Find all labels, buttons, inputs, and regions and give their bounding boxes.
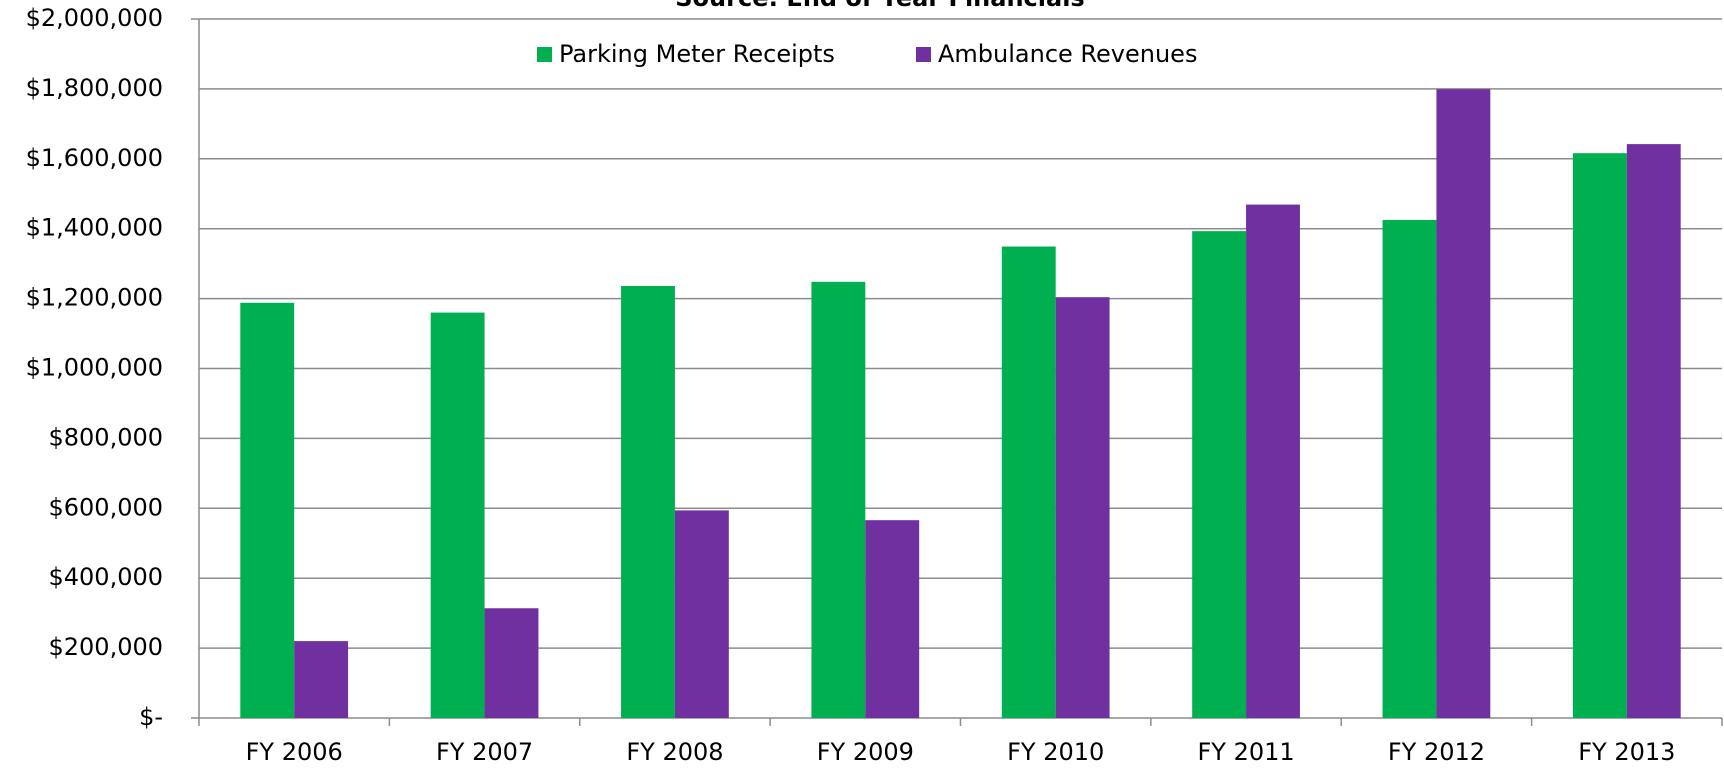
- y-tick-label: $-: [139, 703, 163, 731]
- bar: [1055, 297, 1110, 718]
- y-tick-label: $800,000: [48, 423, 163, 451]
- y-tick-label: $1,200,000: [26, 284, 163, 312]
- bar: [430, 312, 485, 718]
- y-tick-label: $1,800,000: [26, 74, 163, 102]
- legend-label: Parking Meter Receipts: [559, 40, 835, 68]
- x-tick-label: FY 2008: [626, 738, 723, 766]
- bar: [1001, 246, 1056, 718]
- y-tick-label: $600,000: [48, 493, 163, 521]
- x-tick-label: FY 2006: [246, 738, 343, 766]
- bar: [484, 608, 539, 718]
- x-tick-label: FY 2012: [1388, 738, 1485, 766]
- y-tick-label: $1,600,000: [26, 144, 163, 172]
- y-tick-label: $1,400,000: [26, 214, 163, 242]
- y-tick-label: $1,000,000: [26, 354, 163, 382]
- bar: [294, 641, 349, 718]
- y-tick-label: $2,000,000: [26, 4, 163, 32]
- bar: [1246, 204, 1300, 719]
- y-tick-label: $400,000: [48, 563, 163, 591]
- x-tick-label: FY 2011: [1197, 738, 1294, 766]
- bar: [1382, 219, 1437, 718]
- x-tick-label: FY 2007: [436, 738, 533, 766]
- bar: [240, 302, 295, 718]
- y-tick-label: $200,000: [48, 633, 163, 661]
- x-tick-label: FY 2009: [817, 738, 914, 766]
- bar: [1436, 89, 1491, 718]
- chart-title: Source: End of Year Financials: [675, 0, 1084, 12]
- bar: [1572, 153, 1627, 718]
- bar: [1626, 144, 1681, 719]
- x-tick-label: FY 2010: [1007, 738, 1104, 766]
- bar: [811, 281, 866, 718]
- bar: [865, 520, 920, 718]
- bar: [1192, 231, 1247, 719]
- legend-label: Ambulance Revenues: [938, 40, 1197, 68]
- x-tick-label: FY 2013: [1578, 738, 1675, 766]
- bar: [621, 286, 675, 718]
- legend-swatch: [916, 47, 931, 62]
- bar: [674, 510, 729, 718]
- legend-swatch: [537, 47, 552, 62]
